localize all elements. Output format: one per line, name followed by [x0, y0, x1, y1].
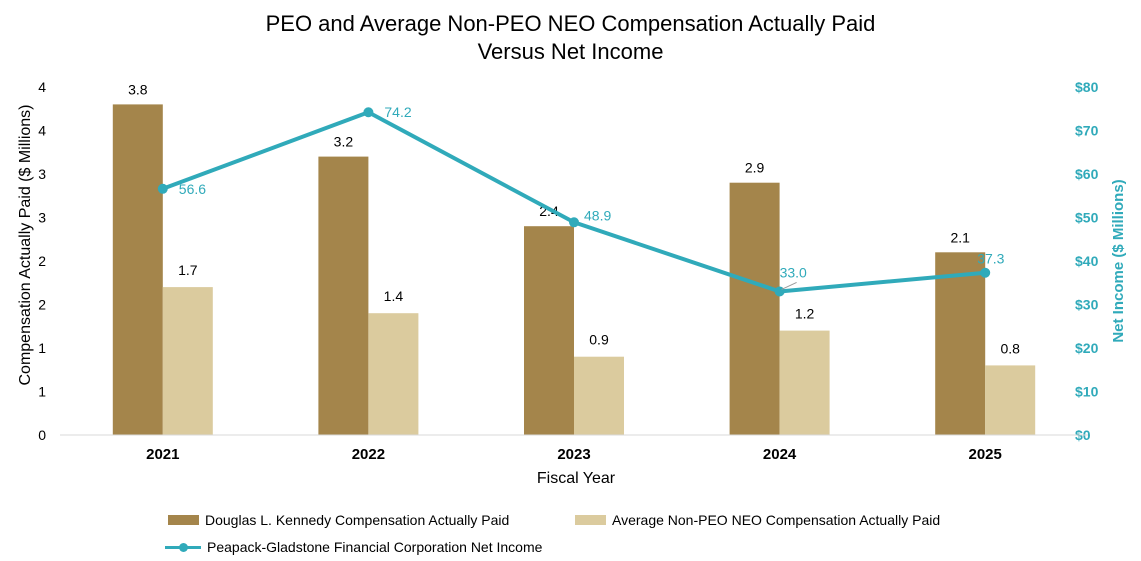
data-label-peo: 3.2 — [334, 134, 354, 150]
legend-label-neo: Average Non-PEO NEO Compensation Actuall… — [612, 512, 941, 528]
legend-item-net-income: Peapack-Gladstone Financial Corporation … — [165, 539, 542, 555]
data-label-peo: 3.8 — [128, 81, 148, 97]
y2-tick-label: $80 — [1075, 79, 1099, 95]
y2-axis-title: Net Income ($ Millions) — [1110, 179, 1127, 342]
y-tick-label: 4 — [38, 79, 46, 95]
y-tick-label: 2 — [38, 253, 46, 269]
point-net-income — [363, 107, 374, 118]
x-tick-label: 2024 — [763, 446, 797, 463]
data-label-peo: 2.9 — [745, 160, 765, 176]
bar-peo — [524, 226, 574, 435]
bar-peo — [318, 156, 369, 435]
point-net-income — [980, 267, 991, 278]
data-label-net-income: 48.9 — [584, 207, 611, 223]
x-axis-title: Fiscal Year — [537, 470, 616, 487]
bar-neo — [985, 365, 1036, 435]
data-label-net-income: 74.2 — [384, 104, 411, 120]
data-label-net-income: 37.3 — [977, 251, 1004, 267]
legend-swatch-neo — [575, 515, 606, 525]
bar-neo — [368, 313, 419, 435]
data-label-net-income: 56.6 — [179, 181, 206, 197]
y2-tick-label: $70 — [1075, 123, 1099, 139]
legend-label-net-income: Peapack-Gladstone Financial Corporation … — [207, 539, 543, 555]
y-tick-label: 4 — [38, 123, 46, 139]
x-tick-label: 2022 — [352, 446, 385, 463]
y-tick-label: 1 — [38, 384, 46, 400]
bar-neo — [162, 287, 213, 435]
data-label-neo: 0.9 — [589, 332, 609, 348]
y-tick-label: 0 — [38, 427, 46, 443]
data-label-neo: 1.2 — [795, 306, 815, 322]
bar-peo — [935, 252, 986, 435]
y2-tick-label: $30 — [1075, 297, 1099, 313]
legend-label-peo: Douglas L. Kennedy Compensation Actually… — [205, 512, 510, 528]
y-tick-label: 3 — [38, 166, 46, 182]
combo-chart: 011223344$0$10$20$30$40$50$60$70$803.81.… — [17, 79, 1127, 487]
point-net-income — [157, 183, 168, 194]
bar-peo — [112, 104, 163, 436]
legend-item-peo: Douglas L. Kennedy Compensation Actually… — [168, 512, 509, 528]
point-net-income — [774, 286, 785, 297]
y2-tick-label: $40 — [1075, 253, 1099, 269]
y-tick-label: 2 — [38, 297, 46, 313]
x-tick-label: 2023 — [557, 446, 590, 463]
x-tick-label: 2021 — [146, 446, 179, 463]
y2-tick-label: $10 — [1075, 384, 1099, 400]
leader-line — [781, 281, 797, 290]
data-label-neo: 0.8 — [1000, 340, 1020, 356]
bar-neo — [574, 356, 624, 435]
y2-tick-label: $20 — [1075, 340, 1099, 356]
legend-swatch-peo — [168, 515, 199, 525]
y-axis-title: Compensation Actually Paid ($ Millions) — [17, 104, 34, 385]
point-net-income — [569, 217, 579, 228]
bar-neo — [779, 330, 830, 435]
data-label-net-income: 33.0 — [780, 264, 807, 280]
x-tick-label: 2025 — [969, 446, 1002, 463]
bar-peo — [729, 182, 780, 435]
legend-swatch-net-income — [165, 541, 201, 553]
legend-item-neo: Average Non-PEO NEO Compensation Actuall… — [575, 512, 940, 528]
y2-tick-label: $50 — [1075, 210, 1099, 226]
data-label-neo: 1.4 — [384, 288, 404, 304]
data-label-neo: 1.7 — [178, 262, 198, 278]
chart-title: PEO and Average Non-PEO NEO Compensation… — [265, 11, 876, 36]
data-label-peo: 2.1 — [950, 229, 970, 245]
y2-tick-label: $60 — [1075, 166, 1099, 182]
y-tick-label: 1 — [38, 340, 46, 356]
chart-subtitle: Versus Net Income — [477, 39, 664, 64]
y-tick-label: 3 — [38, 210, 46, 226]
